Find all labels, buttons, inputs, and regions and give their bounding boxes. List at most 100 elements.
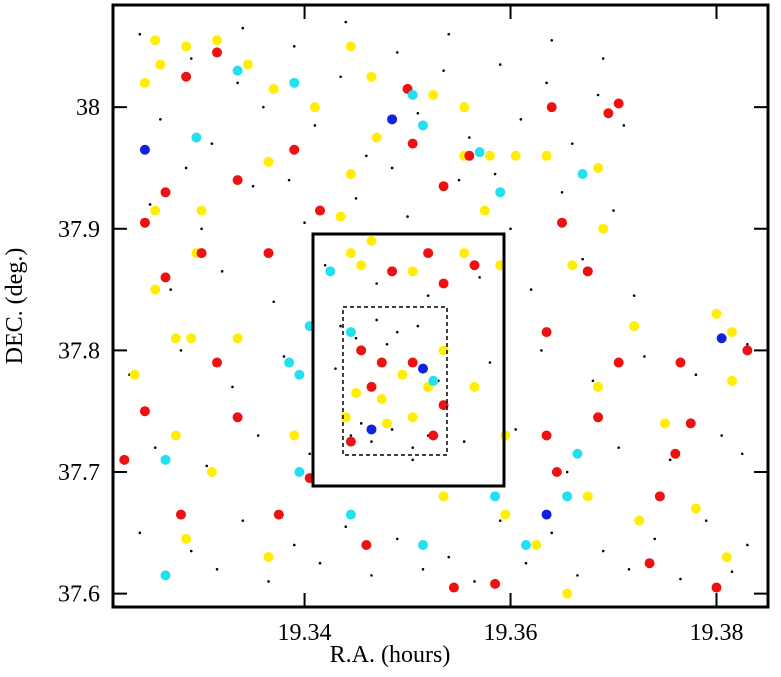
highlight-star xyxy=(541,327,552,338)
field-star xyxy=(184,166,188,170)
highlight-star xyxy=(541,430,552,441)
field-star xyxy=(668,458,672,462)
field-star xyxy=(571,142,574,145)
field-star xyxy=(550,38,554,42)
field-star xyxy=(478,276,481,279)
highlight-star xyxy=(644,558,655,569)
y-tick-label: 37.8 xyxy=(58,338,100,364)
field-star xyxy=(220,270,224,273)
field-star xyxy=(509,227,512,231)
field-star xyxy=(395,537,399,541)
highlight-star xyxy=(654,491,665,502)
highlight-star xyxy=(356,260,367,271)
field-star xyxy=(385,343,389,346)
field-star xyxy=(617,446,620,449)
highlight-star xyxy=(520,539,531,550)
highlight-star xyxy=(541,150,552,161)
field-star xyxy=(282,355,286,358)
highlight-star xyxy=(598,223,609,234)
field-star xyxy=(426,294,430,297)
highlight-star xyxy=(191,132,202,143)
highlight-star xyxy=(685,418,696,429)
highlight-star xyxy=(593,162,604,173)
highlight-star xyxy=(129,369,140,380)
field-star xyxy=(576,574,579,577)
highlight-star xyxy=(119,454,130,465)
highlight-star xyxy=(351,387,362,398)
highlight-star xyxy=(541,509,552,520)
field-star xyxy=(375,282,378,285)
highlight-star xyxy=(593,381,604,392)
highlight-star xyxy=(335,211,346,222)
highlight-star xyxy=(366,381,377,392)
field-star xyxy=(390,428,394,431)
highlight-star xyxy=(289,144,300,155)
field-star xyxy=(596,93,600,97)
highlight-star xyxy=(469,260,480,271)
field-star xyxy=(339,324,342,328)
highlight-star xyxy=(582,266,593,277)
highlight-star xyxy=(139,406,150,417)
field-star xyxy=(565,470,569,474)
y-tick-label: 37.7 xyxy=(58,460,100,486)
field-star xyxy=(241,26,245,30)
highlight-star xyxy=(139,77,150,88)
highlight-star xyxy=(562,588,573,599)
field-star xyxy=(411,446,414,449)
y-tick-label: 38 xyxy=(76,95,100,121)
highlight-star xyxy=(407,357,418,368)
highlight-star xyxy=(407,138,418,149)
field-star xyxy=(236,81,239,85)
field-star xyxy=(370,440,373,443)
field-star xyxy=(344,20,348,24)
highlight-star xyxy=(428,375,439,386)
highlight-star xyxy=(531,539,542,550)
highlight-star xyxy=(546,102,557,113)
field-star xyxy=(653,537,657,541)
highlight-star xyxy=(268,83,279,94)
highlight-star xyxy=(721,552,732,563)
field-star xyxy=(514,428,517,431)
field-star xyxy=(241,519,245,522)
highlight-star xyxy=(186,333,197,344)
highlight-star xyxy=(206,467,217,478)
field-star xyxy=(395,51,399,54)
highlight-star xyxy=(603,108,614,119)
highlight-star xyxy=(417,363,428,374)
highlight-star xyxy=(325,266,336,277)
field-star xyxy=(231,385,234,389)
highlight-star xyxy=(212,47,223,58)
highlight-star xyxy=(284,357,295,368)
highlight-star xyxy=(417,539,428,550)
highlight-star xyxy=(345,248,356,259)
highlight-star xyxy=(726,327,737,338)
highlight-star xyxy=(464,150,475,161)
field-star xyxy=(560,190,564,194)
field-star xyxy=(550,531,554,535)
field-star xyxy=(519,118,523,121)
field-star xyxy=(287,178,291,182)
highlight-star xyxy=(474,147,485,158)
field-star xyxy=(267,580,270,583)
field-star xyxy=(601,57,605,60)
field-star xyxy=(601,549,605,553)
highlight-star xyxy=(273,509,284,520)
highlight-star xyxy=(459,248,470,259)
highlight-star xyxy=(345,509,356,520)
highlight-star xyxy=(366,424,377,435)
field-star xyxy=(138,531,142,535)
highlight-star xyxy=(438,400,449,411)
field-star xyxy=(694,373,698,377)
highlight-star xyxy=(181,71,192,82)
field-star xyxy=(488,361,492,364)
highlight-star xyxy=(366,71,377,82)
field-star xyxy=(524,561,528,565)
field-star xyxy=(313,124,317,127)
highlight-star xyxy=(577,169,588,180)
field-star xyxy=(416,324,420,328)
field-star xyxy=(349,434,353,437)
field-star xyxy=(210,142,214,145)
highlight-star xyxy=(407,266,418,277)
field-star xyxy=(303,221,306,224)
field-star xyxy=(406,215,409,218)
